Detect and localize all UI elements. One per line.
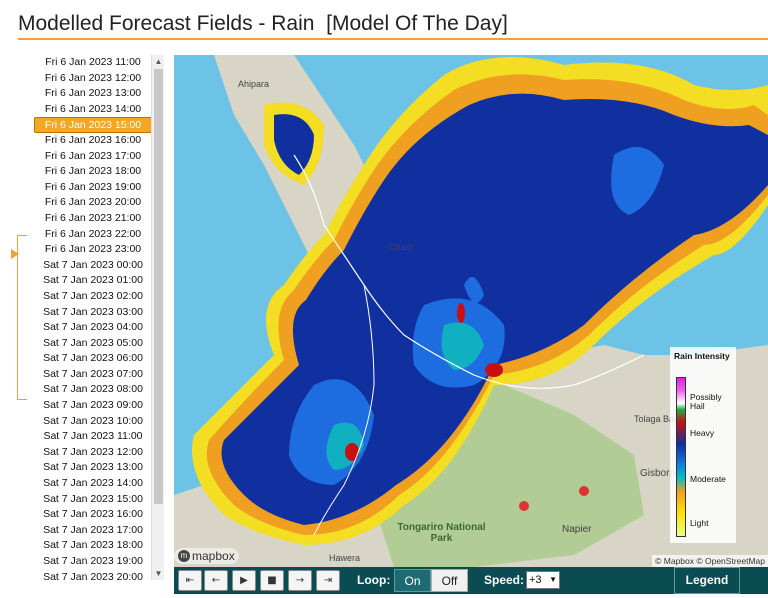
time-list-item[interactable]: Sat 7 Jan 2023 18:00 [43, 539, 143, 552]
place-label-hawera: Hawera [329, 553, 361, 563]
time-list-item[interactable]: Sat 7 Jan 2023 19:00 [43, 555, 143, 567]
time-list-item[interactable]: Fri 6 Jan 2023 13:00 [44, 87, 142, 100]
page-title: Modelled Forecast Fields - Rain [Model O… [18, 12, 508, 35]
time-list-item[interactable]: Sat 7 Jan 2023 06:00 [43, 352, 143, 365]
time-list-item[interactable]: Sat 7 Jan 2023 11:00 [43, 430, 143, 443]
playback-control-bar: ⇤ ← ▶ ■ → ⇥ Loop: On Off Speed: +3 ▼ Leg… [174, 567, 768, 594]
stop-button[interactable]: ■ [260, 570, 284, 591]
time-list-item[interactable]: Sat 7 Jan 2023 10:00 [43, 414, 143, 427]
time-list-scrollbar[interactable]: ▲ ▼ [151, 55, 164, 580]
rain-intensity-legend: Rain Intensity Possibly Hail Heavy Moder… [670, 347, 736, 543]
time-list-item[interactable]: Sat 7 Jan 2023 13:00 [43, 461, 143, 474]
loop-on-button[interactable]: On [394, 569, 431, 592]
time-list-item[interactable]: Sat 7 Jan 2023 20:00 [43, 570, 143, 580]
loop-off-button[interactable]: Off [431, 569, 468, 592]
time-list-item[interactable]: Sat 7 Jan 2023 09:00 [43, 399, 143, 412]
time-items: Fri 6 Jan 2023 11:00 Fri 6 Jan 2023 12:00… [34, 55, 152, 580]
place-label-tolaga-bay: Tolaga Bay [634, 414, 679, 424]
loop-label: Loop: [357, 573, 391, 587]
time-list-item[interactable]: Fri 6 Jan 2023 22:00 [44, 227, 142, 240]
mapbox-icon: m [178, 550, 190, 562]
legend-title: Rain Intensity [674, 351, 730, 361]
time-list-item[interactable]: Fri 6 Jan 2023 16:00 [44, 133, 142, 146]
chevron-down-icon: ▼ [549, 575, 557, 584]
legend-label-heavy: Heavy [690, 428, 715, 438]
time-list-item[interactable]: Fri 6 Jan 2023 11:00 [45, 56, 141, 68]
time-list-item[interactable]: Sat 7 Jan 2023 14:00 [43, 477, 143, 490]
time-list-item[interactable]: Sat 7 Jan 2023 08:00 [43, 383, 143, 396]
place-label-napier: Napier [562, 524, 592, 535]
time-list-item[interactable]: Sat 7 Jan 2023 00:00 [43, 258, 143, 271]
time-list-item[interactable]: Sat 7 Jan 2023 16:00 [43, 508, 143, 521]
play-button[interactable]: ▶ [232, 570, 256, 591]
place-label-ahipara: Ahipara [238, 79, 270, 89]
place-label-gisborne: Gisborne [640, 468, 681, 479]
forecast-time-list[interactable]: Fri 6 Jan 2023 11:00 Fri 6 Jan 2023 12:00… [30, 55, 165, 580]
time-pointer-icon[interactable] [11, 249, 19, 259]
time-list-item[interactable]: Fri 6 Jan 2023 14:00 [44, 102, 142, 115]
time-list-item[interactable]: Fri 6 Jan 2023 21:00 [44, 211, 142, 224]
time-list-item[interactable]: Fri 6 Jan 2023 19:00 [44, 180, 142, 193]
scroll-down-icon[interactable]: ▼ [154, 569, 163, 578]
title-divider [18, 38, 768, 40]
rain-forecast-map[interactable]: Ahipara Coast Gisborne Napier Hawera Ton… [174, 55, 768, 567]
time-list-item[interactable]: Sat 7 Jan 2023 12:00 [43, 445, 143, 458]
time-list-item[interactable]: Sat 7 Jan 2023 02:00 [43, 289, 143, 302]
speed-label: Speed: [484, 573, 525, 587]
map-attribution[interactable]: © Mapbox © OpenStreetMap [652, 555, 768, 567]
time-list-item[interactable]: Sat 7 Jan 2023 05:00 [43, 336, 143, 349]
time-list-item[interactable]: Fri 6 Jan 2023 20:00 [44, 196, 142, 209]
speed-select[interactable]: +3 ▼ [526, 571, 560, 589]
legend-label-hail: Possibly Hail [690, 392, 722, 411]
time-list-item[interactable]: Sat 7 Jan 2023 07:00 [43, 367, 143, 380]
legend-label-moderate: Moderate [690, 474, 726, 484]
time-list-item[interactable]: Sat 7 Jan 2023 01:00 [43, 274, 143, 287]
previous-frame-button[interactable]: ← [204, 570, 228, 591]
time-list-item[interactable]: Sat 7 Jan 2023 04:00 [43, 321, 143, 334]
legend-button[interactable]: Legend [674, 567, 740, 594]
time-list-item[interactable]: Fri 6 Jan 2023 18:00 [44, 165, 142, 178]
time-list-item[interactable]: Sat 7 Jan 2023 15:00 [43, 492, 143, 505]
time-list-item[interactable]: Fri 6 Jan 2023 12:00 [44, 71, 142, 84]
time-list-item[interactable]: Sat 7 Jan 2023 03:00 [43, 305, 143, 318]
scroll-up-icon[interactable]: ▲ [154, 57, 163, 66]
legend-label-light: Light [690, 518, 709, 528]
speed-value: +3 [529, 574, 542, 586]
rain-field-overlay [174, 55, 768, 567]
time-range-bracket [17, 235, 27, 400]
time-list-item[interactable]: Fri 6 Jan 2023 17:00 [44, 149, 142, 162]
time-list-item[interactable]: Fri 6 Jan 2023 15:00 [34, 117, 152, 133]
time-list-item[interactable]: Sat 7 Jan 2023 17:00 [43, 523, 143, 536]
mapbox-logo[interactable]: m mapbox [174, 548, 239, 564]
legend-color-bar [676, 377, 686, 537]
mapbox-logo-text: mapbox [192, 549, 235, 563]
place-label-park: Tongariro National Park [397, 522, 486, 544]
first-frame-button[interactable]: ⇤ [178, 570, 202, 591]
place-label-coast: Coast [389, 242, 413, 252]
last-frame-button[interactable]: ⇥ [316, 570, 340, 591]
scroll-thumb[interactable] [154, 69, 163, 504]
next-frame-button[interactable]: → [288, 570, 312, 591]
time-list-item[interactable]: Fri 6 Jan 2023 23:00 [44, 243, 142, 256]
